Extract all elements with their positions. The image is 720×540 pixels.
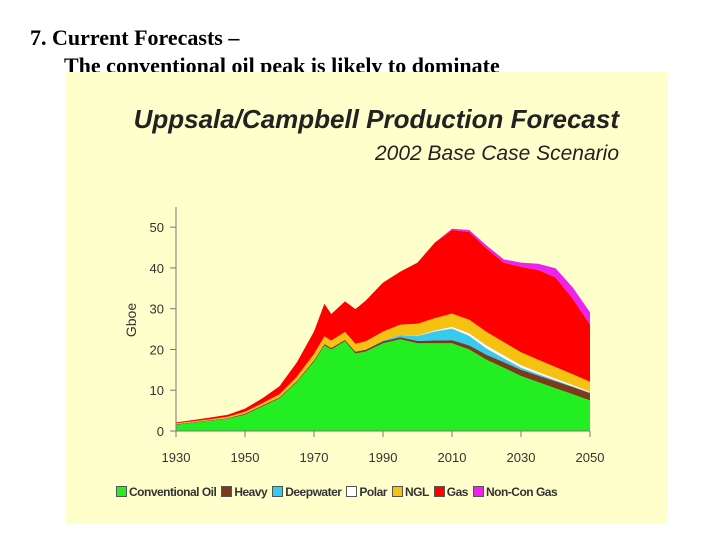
area-deepwater	[176, 328, 590, 425]
legend-swatch	[116, 486, 127, 497]
legend-swatch	[433, 486, 445, 497]
y-tick-label: 40	[150, 261, 164, 276]
legend-label: Gas	[446, 485, 469, 499]
x-tick-label: 1990	[369, 450, 398, 465]
y-tick-label: 50	[150, 220, 164, 235]
chart-subtitle: 2002 Base Case Scenario	[375, 142, 619, 165]
legend-item-gas: Gas	[433, 485, 469, 499]
slide-title-line1: 7. Current Forecasts –	[30, 25, 240, 50]
legend-label: Non-Con Gas	[485, 485, 558, 499]
legend-label: Heavy	[234, 485, 268, 499]
chart-panel: 0 10 20 30 40 50 1930 1950 1970 1990 2010 2030 2050 G…	[66, 72, 668, 524]
area-series-group	[175, 228, 591, 431]
chart-legend: Conventional Oil Heavy Deepwater Polar NGL Ga…	[116, 485, 666, 505]
legend-swatch	[221, 486, 233, 497]
legend-item-polar: Polar	[346, 485, 387, 499]
legend-item-deepwater: Deepwater	[272, 485, 342, 499]
y-tick-label: 10	[150, 383, 164, 398]
area-conventional-oil	[176, 339, 590, 431]
area-gas	[176, 230, 590, 424]
y-tick-label: 30	[150, 302, 164, 317]
area-heavy	[176, 337, 590, 425]
y-tick-label: 20	[150, 342, 164, 357]
x-tick-label: 2050	[576, 450, 605, 465]
area-ngl	[176, 313, 590, 425]
x-tick-label: 1930	[162, 450, 191, 465]
legend-item-ngl: NGL	[391, 485, 429, 499]
y-axis-title: Gboe	[123, 303, 139, 337]
legend-swatch	[272, 486, 284, 497]
x-tick-label: 2010	[438, 450, 467, 465]
legend-item-heavy: Heavy	[221, 485, 268, 499]
legend-item-non-con-gas: Non-Con Gas	[472, 485, 558, 499]
legend-label: NGL	[404, 485, 429, 499]
legend-label: Conventional Oil	[129, 485, 217, 499]
y-tick-label: 0	[157, 424, 164, 439]
legend-label: Polar	[359, 485, 387, 499]
x-tick-label: 2030	[507, 450, 536, 465]
x-tick-label: 1970	[300, 450, 329, 465]
legend-swatch	[346, 486, 358, 497]
legend-swatch	[391, 486, 403, 497]
legend-label: Deepwater	[285, 485, 342, 499]
legend-item-conventional-oil: Conventional Oil	[116, 485, 217, 499]
x-tick-label: 1950	[231, 450, 260, 465]
chart-title: Uppsala/Campbell Production Forecast	[133, 104, 619, 134]
legend-swatch	[472, 486, 484, 497]
